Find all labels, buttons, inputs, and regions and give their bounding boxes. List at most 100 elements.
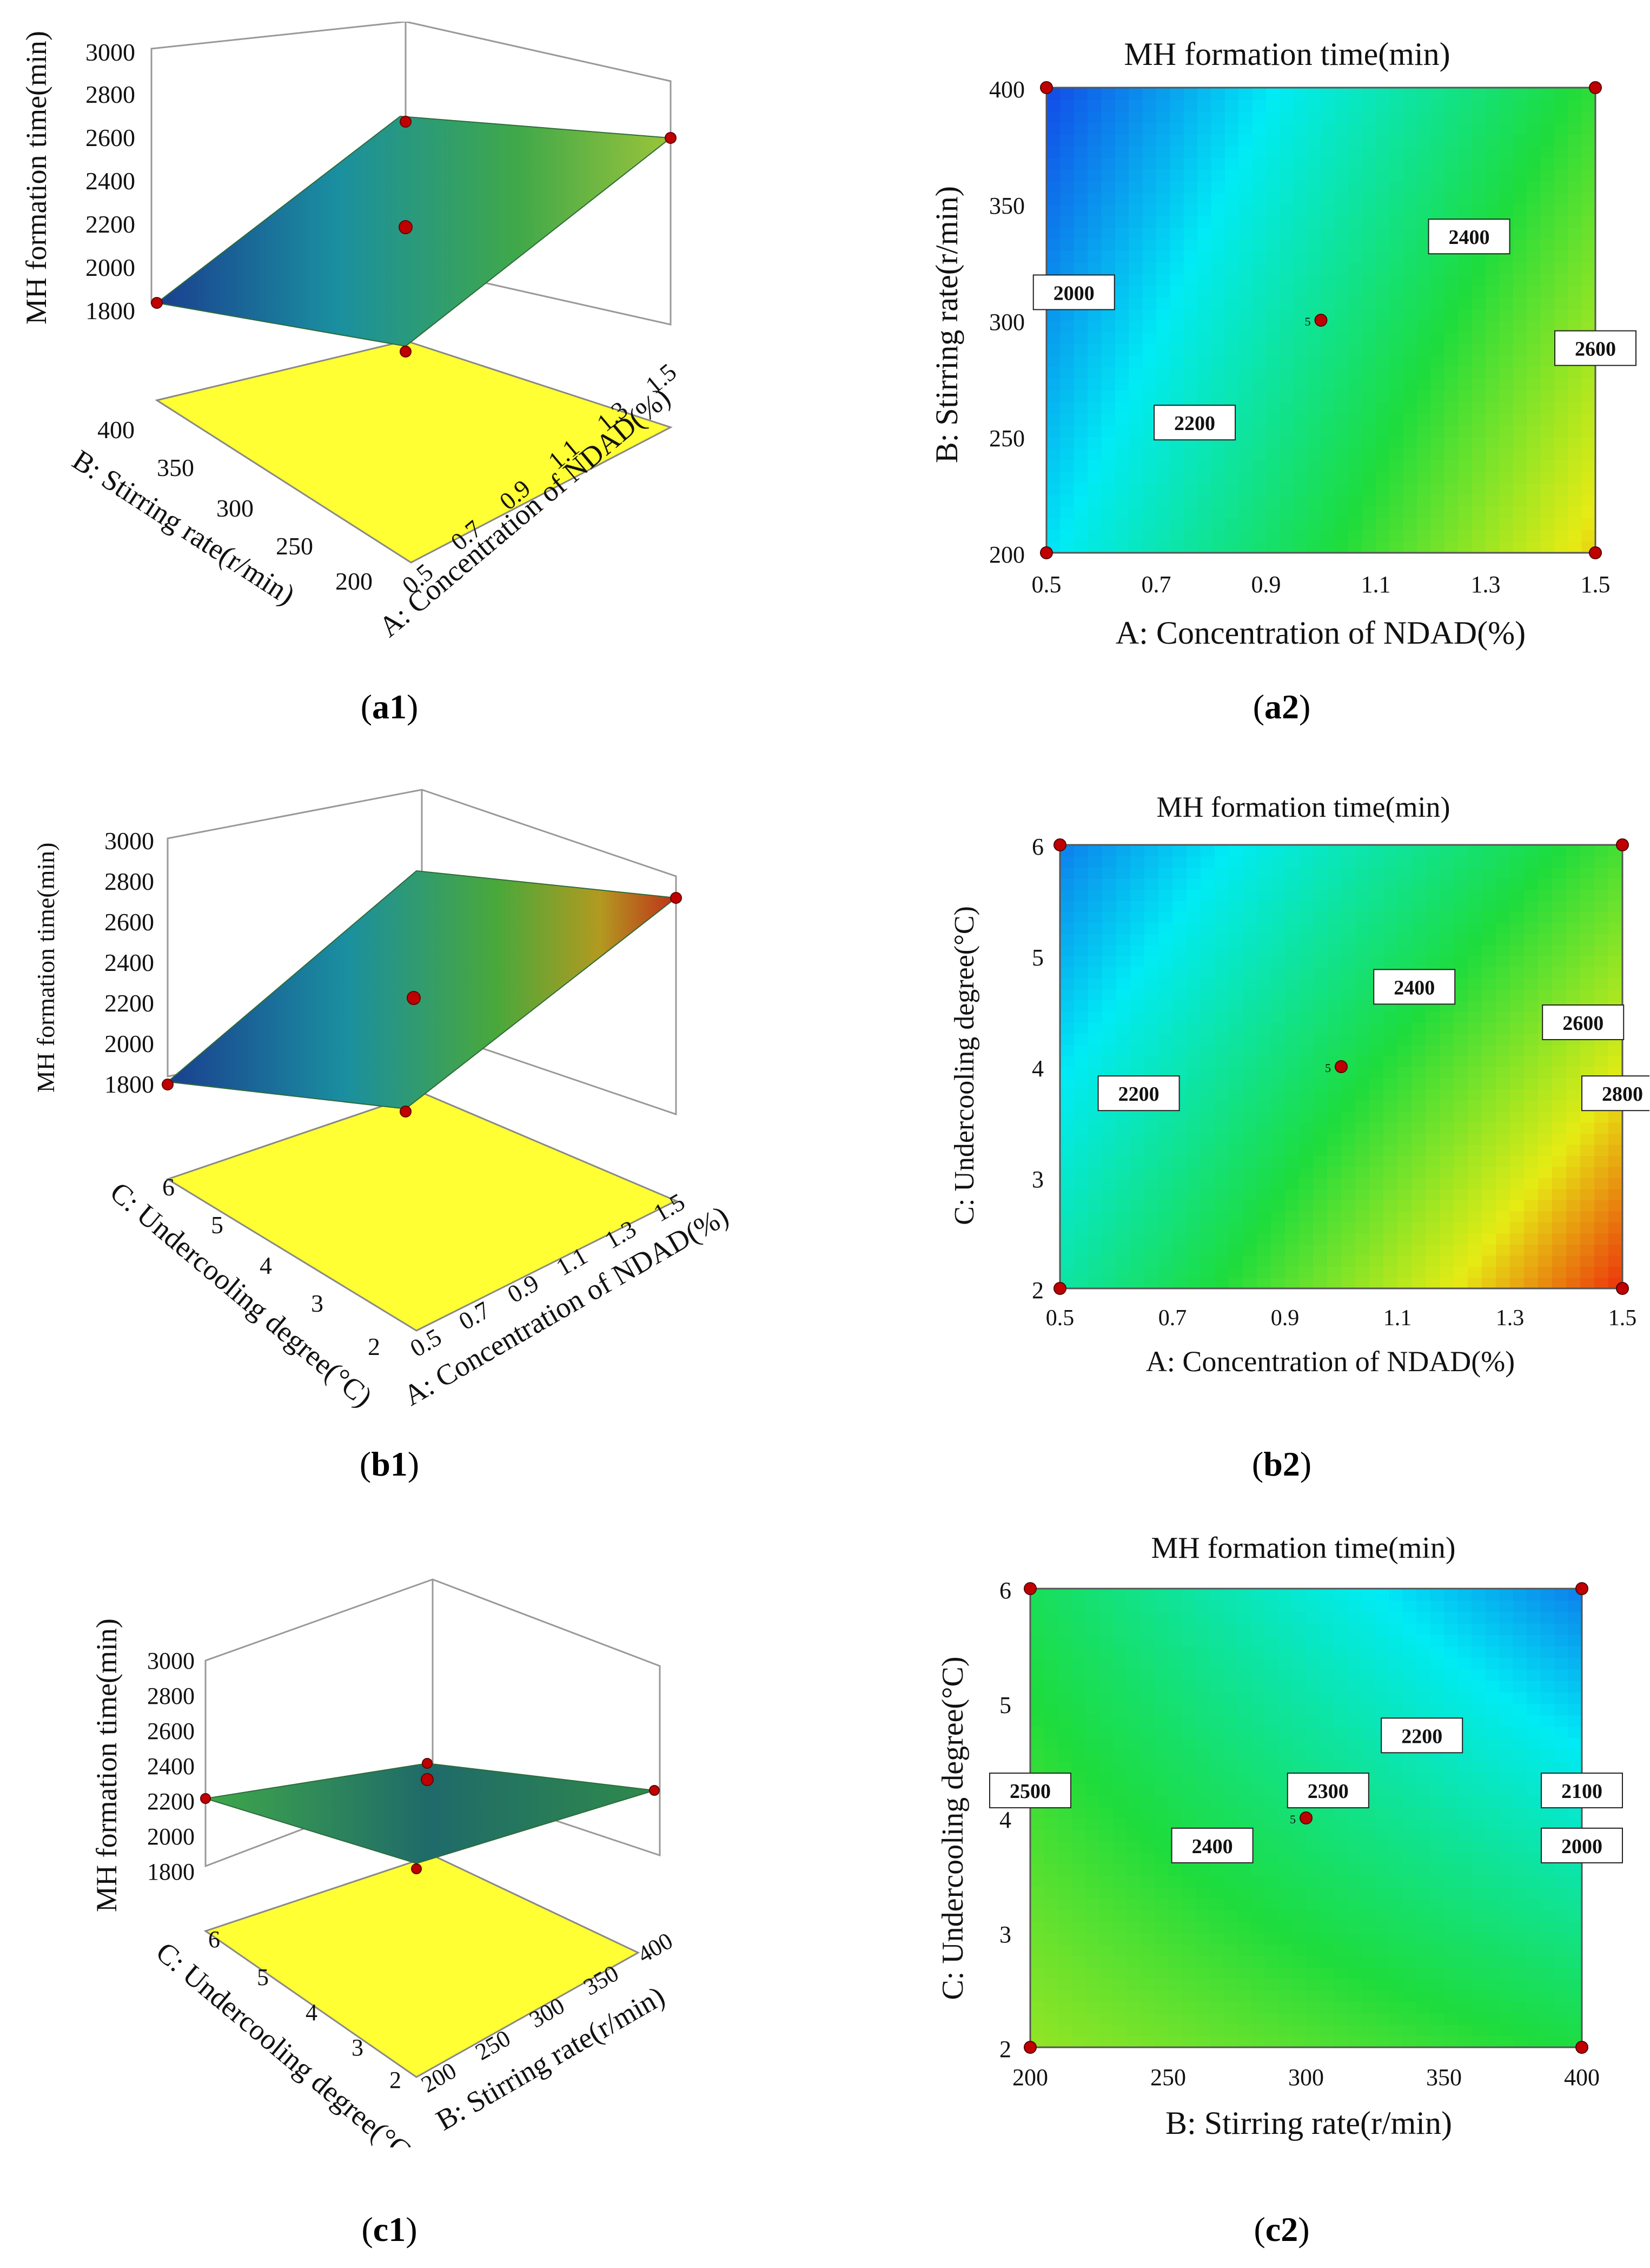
contour-cell — [1554, 460, 1569, 472]
contour-cell — [1430, 1806, 1444, 1819]
contour-cell — [1099, 1898, 1114, 1910]
contour-cell — [1278, 1978, 1293, 1991]
contour-cell — [1197, 262, 1212, 274]
contour-cell — [1348, 343, 1363, 356]
contour-cell — [1129, 401, 1143, 414]
contour-cell — [1313, 1122, 1328, 1134]
contour-cell — [1126, 1898, 1141, 1910]
contour-cell — [1485, 1623, 1500, 1635]
contour-cell — [1375, 1933, 1389, 1945]
contour-cell — [1472, 1623, 1486, 1635]
contour-cell — [1141, 1772, 1155, 1784]
contour-cell — [1238, 88, 1253, 100]
contour-cell — [1482, 956, 1496, 968]
contour-cell — [1376, 483, 1390, 495]
contour-cell — [1321, 483, 1335, 495]
contour-cell — [1472, 111, 1486, 123]
y-axis-label: C: Undercooling degree(°C) — [936, 1656, 970, 2000]
contour-cell — [1156, 99, 1171, 111]
contour-cell — [1417, 274, 1432, 286]
contour-cell — [1389, 192, 1404, 204]
contour-cell — [1266, 530, 1281, 542]
contour-cell — [1327, 1089, 1342, 1101]
contour-cell — [1568, 181, 1582, 193]
contour-cell — [1389, 1806, 1403, 1819]
contour-cell — [1348, 122, 1363, 135]
contour-cell — [1264, 1818, 1279, 1830]
contour-cell — [1524, 1222, 1539, 1234]
contour-cell — [1327, 934, 1342, 945]
contour-cell — [1238, 204, 1253, 216]
contour-cell — [1375, 1887, 1389, 1899]
contour-cell — [1044, 1898, 1058, 1910]
contour-cell — [1417, 122, 1432, 135]
contour-cell — [1417, 367, 1432, 379]
contour-cell — [1071, 1589, 1086, 1601]
contour-cell — [1444, 157, 1459, 170]
contour-cell — [1389, 1772, 1403, 1784]
contour-cell — [1113, 1921, 1128, 1933]
contour-cell — [1403, 111, 1418, 123]
contour-cell — [1141, 1623, 1155, 1635]
contour-cell — [1389, 1634, 1403, 1647]
contour-cell — [1375, 1829, 1389, 1842]
contour-cell — [1292, 1898, 1307, 1910]
contour-cell — [1170, 390, 1184, 402]
contour-cell — [1251, 2013, 1265, 2025]
contour-cell — [1099, 1863, 1114, 1876]
contour-cell — [1172, 967, 1187, 978]
contour-cell — [1168, 1978, 1183, 1991]
contour-cell — [1113, 2024, 1128, 2036]
contour-cell — [1430, 1978, 1444, 1991]
contour-cell — [1513, 1852, 1527, 1864]
contour-cell — [1278, 1749, 1293, 1761]
contour-cell — [1299, 1166, 1314, 1178]
contour-cell — [1334, 1646, 1348, 1658]
contour-cell — [1215, 1122, 1229, 1134]
contour-cell — [1271, 922, 1285, 934]
contour-cell — [1513, 425, 1528, 437]
contour-cell — [1361, 1749, 1376, 1761]
contour-cell — [1499, 494, 1514, 507]
contour-cell — [1496, 934, 1510, 945]
contour-cell — [1058, 1933, 1072, 1945]
contour-cell — [1334, 355, 1349, 367]
contour-cell — [1044, 1818, 1058, 1830]
contour-cell — [1376, 355, 1390, 367]
contour-cell — [1257, 1178, 1271, 1189]
contour-cell — [1538, 1222, 1553, 1234]
contour-cell — [1608, 944, 1623, 956]
contour-cell — [1499, 1726, 1514, 1738]
contour-cell — [1306, 1921, 1321, 1933]
contour-cell — [1403, 494, 1418, 507]
contour-cell — [1209, 1875, 1224, 1888]
contour-cell — [1158, 978, 1173, 990]
contour-cell — [1264, 1863, 1279, 1876]
contour-cell — [1172, 978, 1187, 990]
contour-cell — [1402, 1841, 1417, 1853]
contour-cell — [1158, 1188, 1173, 1200]
contour-cell — [1187, 944, 1201, 956]
contour-cell — [1444, 460, 1459, 472]
contour-cell — [1580, 1255, 1595, 1267]
contour-cell — [1320, 2024, 1334, 2036]
contour-cell — [1524, 1178, 1539, 1189]
contour-cell — [1271, 1022, 1285, 1034]
contour-cell — [1383, 1122, 1398, 1134]
contour-cell — [1417, 460, 1432, 472]
contour-cell — [1440, 1200, 1454, 1212]
contour-cell — [1187, 1011, 1201, 1023]
contour-cell — [1158, 1144, 1173, 1156]
contour-cell — [1458, 146, 1473, 158]
contour-cell — [1472, 1829, 1486, 1842]
contour-cell — [1362, 437, 1376, 449]
contour-cell — [1580, 878, 1595, 890]
contour-cell — [1389, 2013, 1403, 2025]
contour-cell — [1440, 944, 1454, 956]
contour-cell — [1129, 425, 1143, 437]
contour-cell — [1030, 1669, 1045, 1681]
contour-cell — [1168, 1657, 1183, 1670]
contour-cell — [1454, 1211, 1468, 1222]
contour-cell — [1554, 1749, 1569, 1761]
contour-cell — [1568, 1669, 1582, 1681]
